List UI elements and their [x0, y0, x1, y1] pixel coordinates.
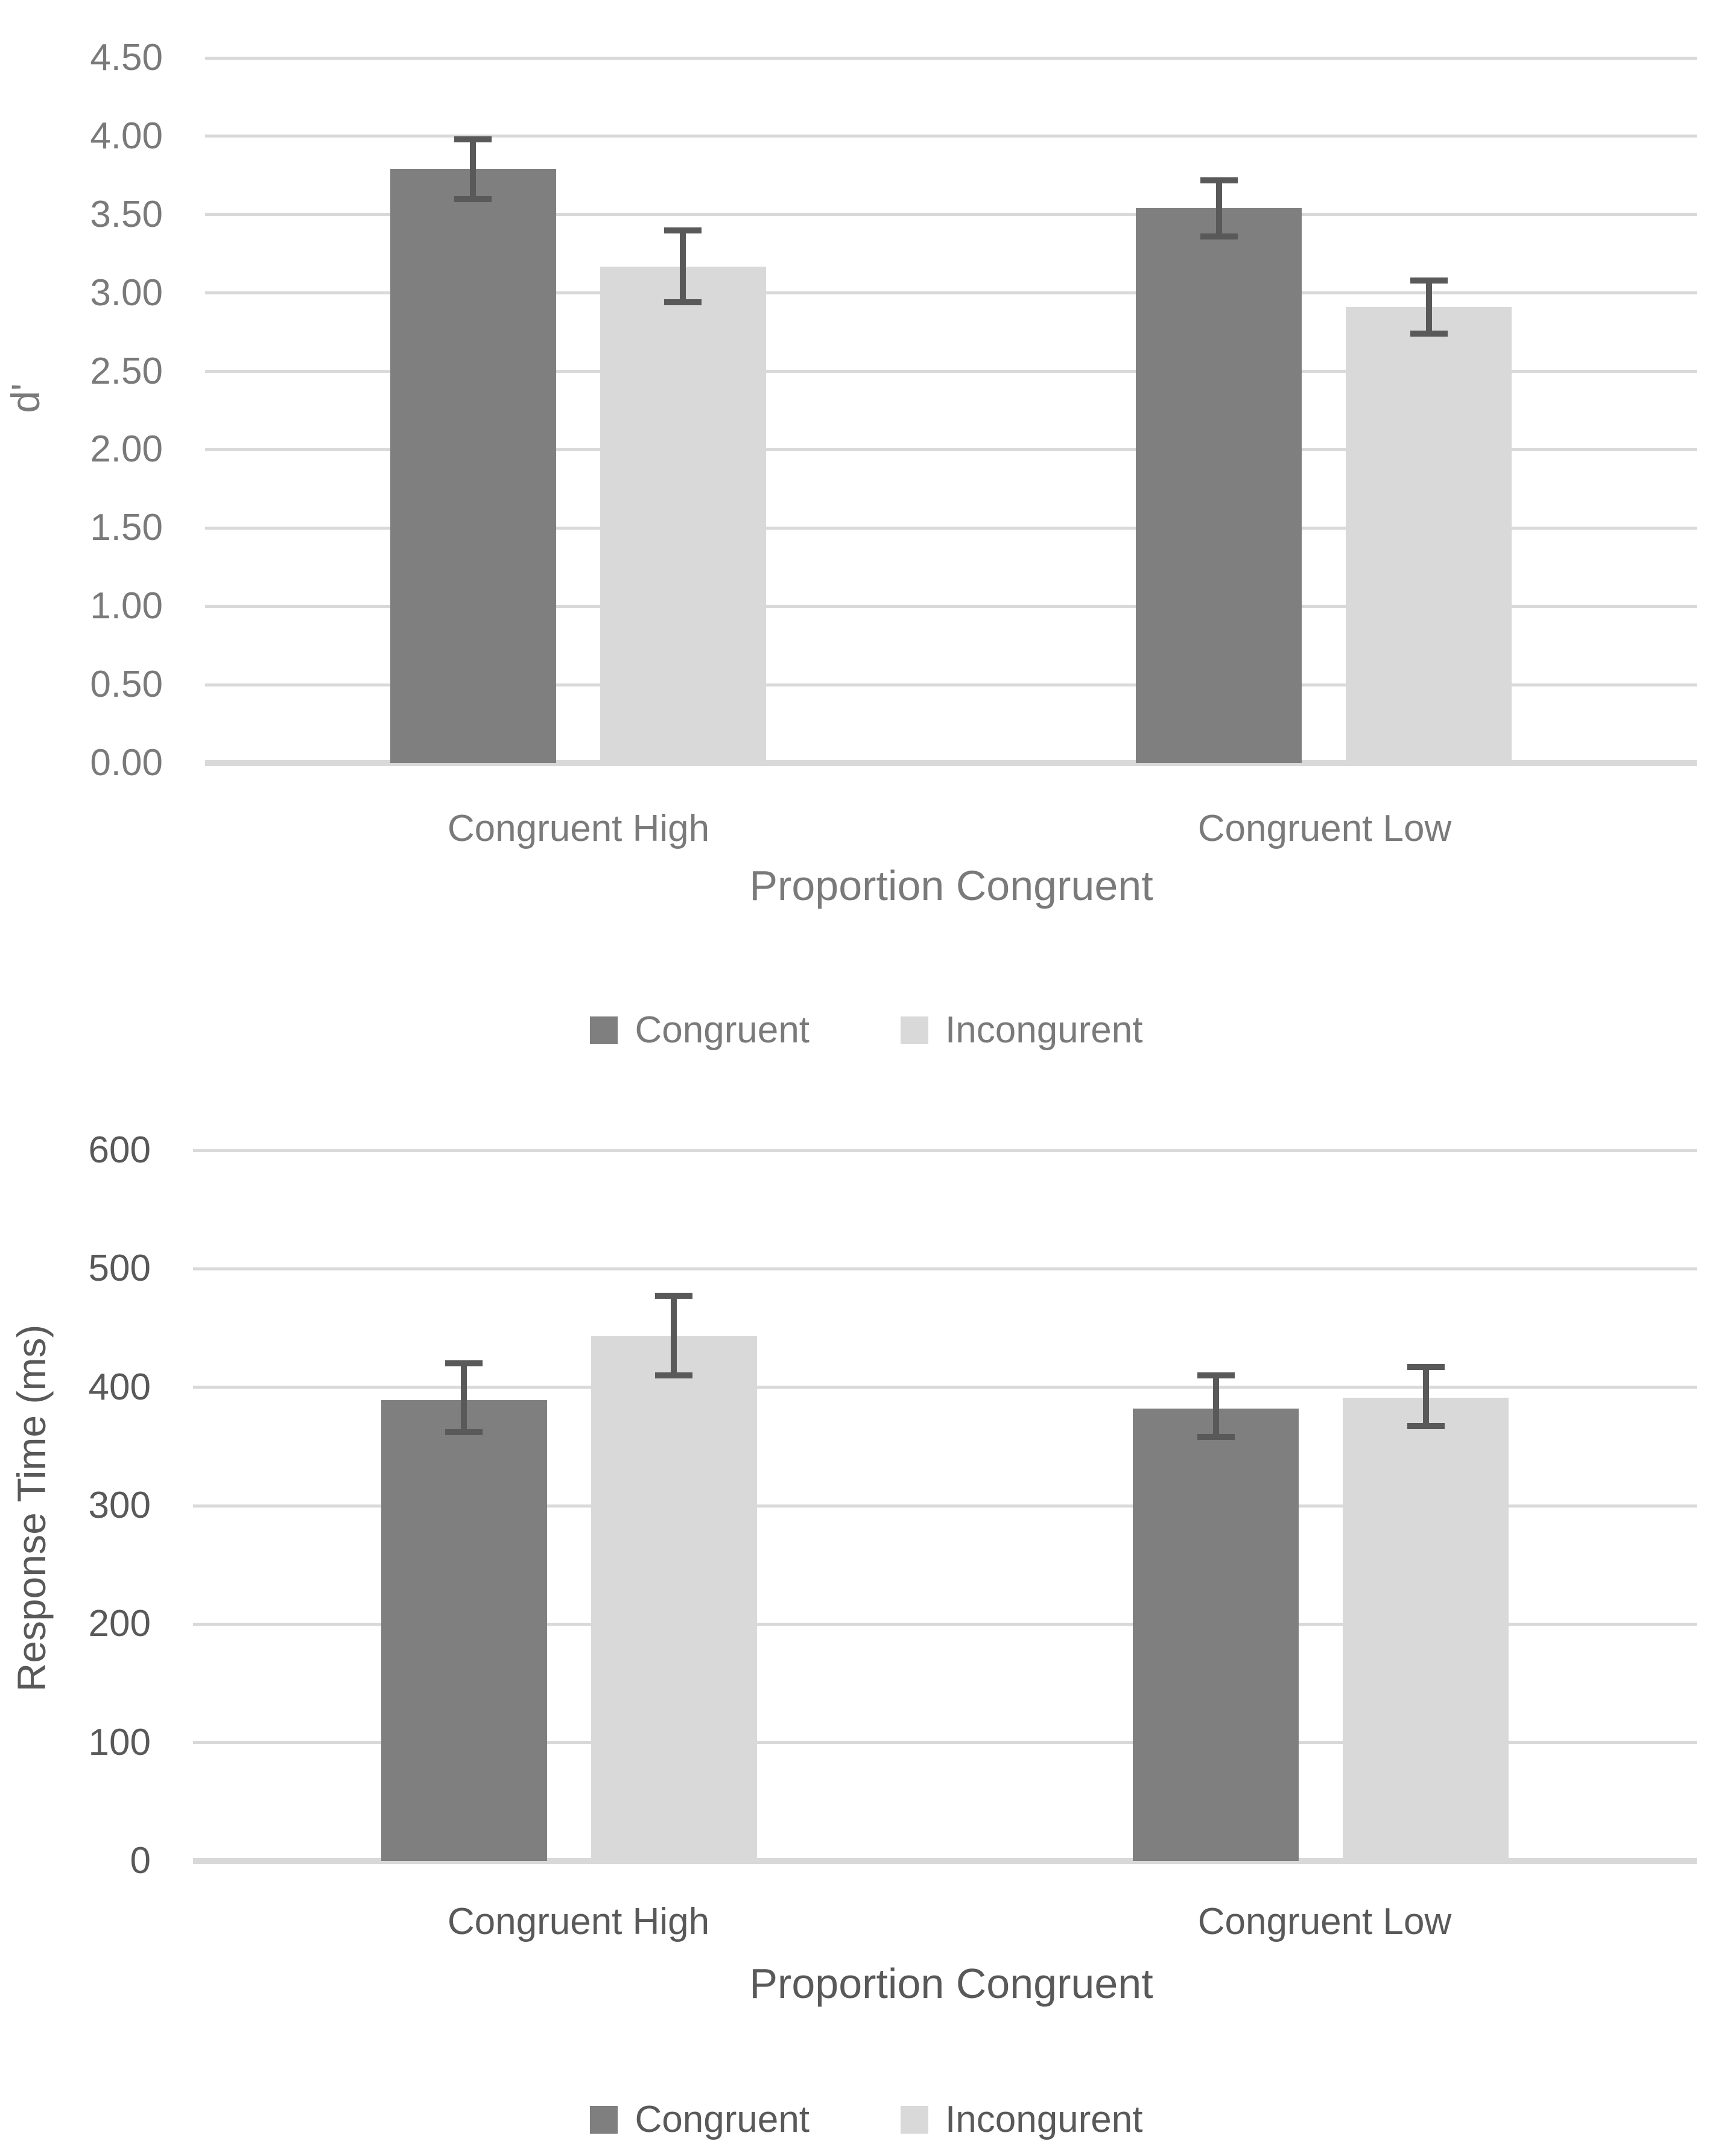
gridline-200	[193, 1623, 1697, 1626]
bar-incongurent-congruent-high	[591, 1336, 757, 1861]
error-bar-cap-top	[1407, 1364, 1445, 1370]
bar-incongurent-congruent-low	[1346, 307, 1512, 763]
gridline-1.00	[205, 605, 1697, 608]
legend-label-incongurent: Incongurent	[945, 2099, 1143, 2140]
y-tick-label-1.00: 1.00	[90, 585, 163, 627]
gridline-300	[193, 1504, 1697, 1508]
y-axis-title-response-time: Response Time (ms)	[9, 1324, 54, 1692]
error-bar-cap-top	[664, 227, 702, 233]
gridline-500	[193, 1267, 1697, 1270]
y-tick-label-300: 300	[88, 1485, 151, 1526]
gridline-3.00	[205, 291, 1697, 294]
y-tick-label-500: 500	[88, 1248, 151, 1289]
x-category-congruent-high: Congruent High	[447, 1901, 710, 1942]
error-bar-cap-bottom	[664, 299, 702, 305]
error-bar-cap-bottom	[1197, 1434, 1235, 1440]
gridline-0	[193, 1858, 1697, 1864]
error-bar-cap-top	[1410, 277, 1448, 284]
x-category-congruent-low: Congruent Low	[1197, 1901, 1452, 1942]
gridline-400	[193, 1386, 1697, 1389]
x-category-congruent-low: Congruent Low	[1197, 808, 1452, 849]
gridline-1.50	[205, 527, 1697, 530]
error-bar-cap-bottom	[454, 196, 492, 202]
error-bar-line	[1216, 180, 1222, 237]
y-axis-title-dprime: d'	[3, 383, 48, 413]
error-bar-line	[1213, 1375, 1219, 1437]
error-bar-cap-bottom	[655, 1372, 692, 1378]
gridline-0.50	[205, 683, 1697, 686]
gridline-4.50	[205, 57, 1697, 60]
legend-swatch-congruent	[590, 2105, 618, 2134]
y-tick-label-3.00: 3.00	[90, 272, 163, 314]
gridline-2.50	[205, 370, 1697, 373]
error-bar-cap-top	[1197, 1372, 1235, 1378]
legend-label-congruent: Congruent	[635, 1009, 810, 1051]
y-tick-label-600: 600	[88, 1129, 151, 1171]
gridline-100	[193, 1741, 1697, 1744]
error-bar-line	[680, 230, 686, 302]
x-category-congruent-high: Congruent High	[447, 808, 710, 849]
y-tick-label-2.00: 2.00	[90, 428, 163, 470]
y-tick-label-0: 0	[130, 1840, 151, 1882]
error-bar-line	[470, 139, 476, 199]
error-bar-line	[1423, 1367, 1429, 1426]
legend-swatch-incongurent	[901, 1016, 929, 1044]
gridline-0.00	[205, 760, 1697, 766]
y-tick-label-100: 100	[88, 1722, 151, 1763]
y-tick-label-2.50: 2.50	[90, 350, 163, 392]
gridline-2.00	[205, 448, 1697, 451]
y-tick-label-4.50: 4.50	[90, 37, 163, 78]
y-tick-label-400: 400	[88, 1366, 151, 1408]
y-tick-label-1.50: 1.50	[90, 507, 163, 548]
bar-congruent-congruent-low	[1133, 1409, 1299, 1861]
gridline-4.00	[205, 135, 1697, 138]
x-axis-title-proportion-congruent: Proportion Congruent	[749, 862, 1153, 909]
error-bar-cap-top	[655, 1293, 692, 1299]
error-bar-cap-bottom	[1407, 1423, 1445, 1429]
bar-congruent-congruent-low	[1136, 208, 1302, 763]
error-bar-cap-bottom	[1410, 331, 1448, 337]
legend-response-time: Congruent Incongurent	[0, 2098, 1733, 2141]
bar-incongurent-congruent-high	[600, 267, 766, 763]
bar-incongurent-congruent-low	[1343, 1398, 1509, 1861]
y-tick-label-0.50: 0.50	[90, 664, 163, 705]
error-bar-line	[671, 1296, 677, 1375]
error-bar-cap-top	[1200, 177, 1238, 183]
error-bar-cap-top	[454, 136, 492, 142]
legend-swatch-congruent	[590, 1016, 618, 1044]
error-bar-cap-top	[445, 1360, 483, 1366]
legend-label-incongurent: Incongurent	[945, 1009, 1143, 1051]
y-tick-label-200: 200	[88, 1603, 151, 1644]
error-bar-cap-bottom	[1200, 233, 1238, 239]
y-tick-label-4.00: 4.00	[90, 115, 163, 157]
y-tick-label-0.00: 0.00	[90, 742, 163, 784]
error-bar-line	[461, 1363, 467, 1432]
x-axis-title-proportion-congruent: Proportion Congruent	[749, 1960, 1153, 2007]
bar-congruent-congruent-high	[381, 1400, 547, 1861]
gridline-3.50	[205, 213, 1697, 216]
legend-swatch-incongurent	[901, 2105, 929, 2134]
error-bar-line	[1426, 281, 1432, 334]
legend-dprime: Congruent Incongurent	[0, 1009, 1733, 1051]
legend-label-congruent: Congruent	[635, 2099, 810, 2140]
y-tick-label-3.50: 3.50	[90, 194, 163, 235]
bar-congruent-congruent-high	[390, 169, 556, 763]
error-bar-cap-bottom	[445, 1429, 483, 1435]
gridline-600	[193, 1149, 1697, 1152]
